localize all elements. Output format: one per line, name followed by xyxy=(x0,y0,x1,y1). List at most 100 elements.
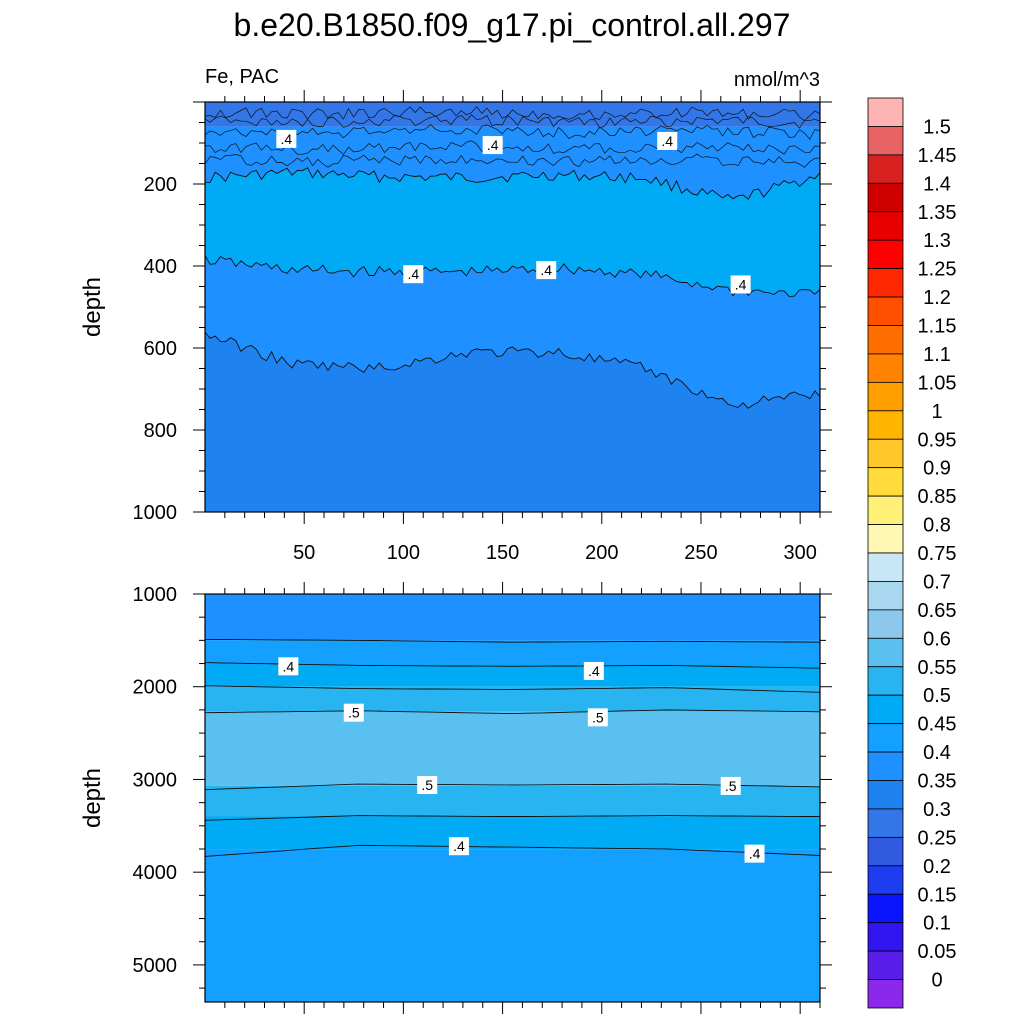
contour-label-box xyxy=(448,837,469,856)
contour-label: .4 xyxy=(453,838,465,854)
units-label: nmol/m^3 xyxy=(734,69,820,91)
colorbar-label: 1.25 xyxy=(918,259,957,281)
contour-line xyxy=(205,114,820,129)
colorbar-box xyxy=(867,723,904,753)
colorbar-box xyxy=(867,438,904,469)
fill-band xyxy=(205,640,820,665)
contour-line xyxy=(205,638,820,643)
colorbar-label: 0 xyxy=(931,970,942,992)
colorbar-label: 1.5 xyxy=(923,116,951,138)
colorbar-box xyxy=(867,410,904,440)
colorbar-box xyxy=(867,552,904,582)
colorbar-box xyxy=(867,808,904,838)
contour-line xyxy=(205,255,820,298)
y-tick-label: 4000 xyxy=(133,862,178,884)
colorbar-box xyxy=(867,353,904,383)
contour-label: .4 xyxy=(282,658,294,674)
colorbar-label: 0.55 xyxy=(918,657,957,679)
colorbar-box xyxy=(867,381,904,412)
contour-line xyxy=(205,153,820,168)
contour-label-box xyxy=(730,275,751,294)
y-tick-label: 1000 xyxy=(133,584,178,606)
contour-label-box xyxy=(587,708,608,727)
colorbar-box xyxy=(867,325,904,355)
colorbar-box xyxy=(867,893,904,924)
y-axis-label: depth xyxy=(79,277,106,337)
fill-band xyxy=(205,102,820,127)
colorbar-box xyxy=(867,780,904,810)
colorbar-box xyxy=(867,609,904,639)
colorbar-box xyxy=(867,979,904,1009)
chart-title: b.e20.B1850.f09_g17.pi_control.all.297 xyxy=(234,7,791,43)
colorbar-label: 0.6 xyxy=(923,628,951,650)
contour-label-box xyxy=(583,661,604,680)
y-tick-label: 200 xyxy=(144,174,177,196)
contour-line xyxy=(205,662,820,669)
colorbar-label: 1.1 xyxy=(923,344,951,366)
colorbar-label: 1.15 xyxy=(918,316,957,338)
x-tick-label: 300 xyxy=(783,542,816,564)
colorbar-label: 0.4 xyxy=(923,742,951,764)
colorbar-box xyxy=(867,495,904,525)
y-tick-label: 5000 xyxy=(133,955,178,977)
colorbar-box xyxy=(867,865,904,895)
colorbar-label: 0.8 xyxy=(923,515,951,537)
fill-band xyxy=(205,664,820,687)
colorbar-box xyxy=(867,524,904,554)
colorbar-box xyxy=(867,666,904,696)
contour-line xyxy=(205,167,820,200)
colorbar-label: 0.45 xyxy=(918,714,957,736)
contour-line xyxy=(205,709,820,715)
contour-label: .4 xyxy=(735,276,747,292)
colorbar-label: 1.35 xyxy=(918,202,957,224)
y-tick-label: 2000 xyxy=(133,677,178,699)
fill-band xyxy=(205,332,820,512)
x-tick-label: 150 xyxy=(486,542,519,564)
colorbar-label: 1.2 xyxy=(923,287,951,309)
contour-line xyxy=(205,844,820,857)
colorbar-box xyxy=(867,922,904,952)
contour-line xyxy=(205,140,820,155)
colorbar-label: 0.7 xyxy=(923,571,951,593)
colorbar-box xyxy=(867,751,904,781)
contour-line xyxy=(205,331,820,409)
fill-band xyxy=(205,816,820,850)
contour-label-box xyxy=(720,776,741,795)
contour-label: .4 xyxy=(487,137,499,153)
contour-line xyxy=(205,783,820,791)
contour-line xyxy=(205,815,820,821)
colorbar-label: 1.05 xyxy=(918,372,957,394)
colorbar-label: 0.65 xyxy=(918,600,957,622)
colorbar-box xyxy=(867,950,904,980)
colorbar-box xyxy=(867,154,904,184)
contour-label-box xyxy=(276,129,297,148)
colorbar-label: 0.15 xyxy=(918,884,957,906)
colorbar-label: 0.1 xyxy=(923,913,951,935)
y-axis-label: depth xyxy=(79,768,106,828)
contour-label: .5 xyxy=(592,709,604,725)
contour-label: .4 xyxy=(588,663,600,679)
contour-label-box xyxy=(536,261,557,280)
colorbar-label: 1 xyxy=(931,401,942,423)
fill-band xyxy=(205,594,820,641)
contour-line xyxy=(205,124,820,140)
x-tick-label: 200 xyxy=(585,542,618,564)
y-tick-label: 600 xyxy=(144,338,177,360)
colorbar-box xyxy=(867,296,904,326)
x-tick-label: 100 xyxy=(387,542,420,564)
contour-label-box xyxy=(657,131,678,150)
colorbar-label: 0.3 xyxy=(923,799,951,821)
y-tick-label: 400 xyxy=(144,256,177,278)
colorbar-box xyxy=(867,126,904,156)
left-string: Fe, PAC xyxy=(205,66,279,88)
colorbar-box xyxy=(867,268,904,298)
contour-label: .4 xyxy=(280,131,292,147)
fill-band xyxy=(205,711,820,786)
colorbar-label: 0.35 xyxy=(918,771,957,793)
colorbar-label: 0.75 xyxy=(918,543,957,565)
colorbar-box xyxy=(867,637,904,668)
colorbar: 1.5 1.45 1.4 1.35 1.3 1.25 1.2 1.15 1.1 1.05 1 0.95… xyxy=(867,97,957,1009)
y-tick-label: 1000 xyxy=(133,502,178,524)
y-tick-label: 3000 xyxy=(133,769,178,791)
plot-frame xyxy=(204,593,821,1003)
